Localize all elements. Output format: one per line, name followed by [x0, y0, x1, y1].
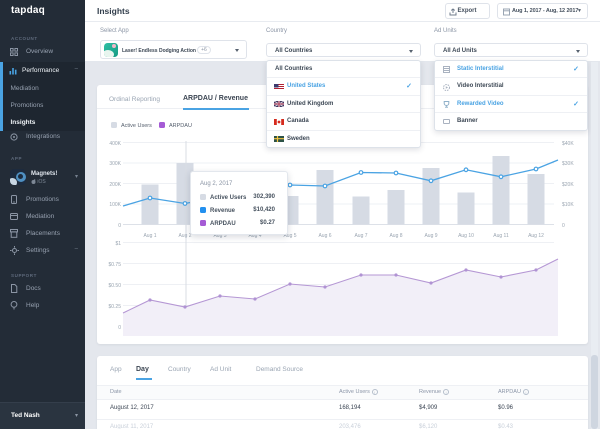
svg-text:Aug 11: Aug 11	[493, 233, 509, 239]
svg-text:0: 0	[562, 223, 565, 229]
svg-text:$30K: $30K	[562, 161, 574, 167]
svg-text:$10K: $10K	[562, 202, 574, 208]
svg-text:Aug 6: Aug 6	[318, 233, 331, 239]
svg-text:Aug 3: Aug 3	[213, 233, 226, 239]
svg-text:200K: 200K	[109, 182, 121, 188]
svg-text:$0.25: $0.25	[108, 304, 121, 310]
svg-text:Aug 12: Aug 12	[528, 233, 544, 239]
svg-text:Aug 2: Aug 2	[178, 233, 191, 239]
svg-text:Aug 5: Aug 5	[283, 233, 296, 239]
svg-text:$0.75: $0.75	[108, 262, 121, 268]
svg-text:Aug 8: Aug 8	[389, 233, 402, 239]
svg-text:$20K: $20K	[562, 182, 574, 188]
svg-text:$0.50: $0.50	[108, 283, 121, 289]
svg-text:100K: 100K	[109, 202, 121, 208]
svg-text:Aug 1: Aug 1	[143, 233, 156, 239]
svg-text:Aug 7: Aug 7	[354, 233, 367, 239]
svg-text:Aug 9: Aug 9	[424, 233, 437, 239]
svg-text:$40K: $40K	[562, 141, 574, 147]
svg-text:Aug 10: Aug 10	[458, 233, 474, 239]
svg-text:0: 0	[118, 325, 121, 331]
svg-text:400K: 400K	[109, 141, 121, 147]
svg-text:Aug 4: Aug 4	[248, 233, 261, 239]
svg-text:300K: 300K	[109, 161, 121, 167]
svg-text:$1: $1	[115, 241, 121, 247]
svg-text:0: 0	[118, 223, 121, 229]
